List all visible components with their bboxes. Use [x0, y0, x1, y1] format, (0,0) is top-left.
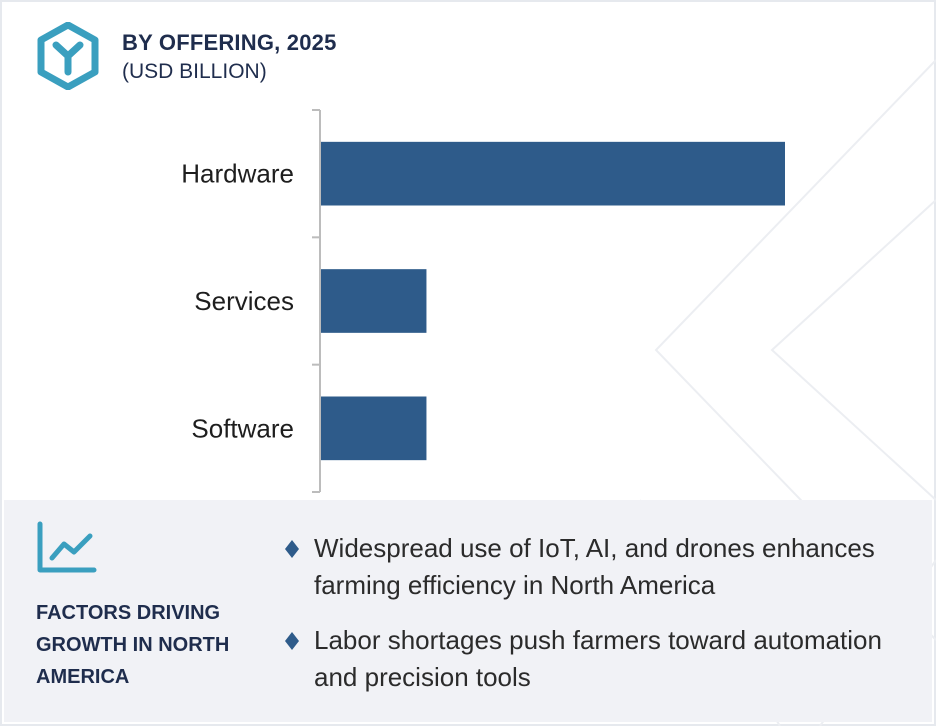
factor-text: Widespread use of IoT, AI, and drones en…	[314, 533, 875, 600]
hexagon-y-logo-icon	[37, 22, 99, 90]
category-label: Services	[194, 286, 294, 316]
bar-software	[321, 396, 427, 461]
bar-hardware	[321, 141, 785, 206]
category-label: Software	[191, 413, 294, 443]
factors-list: Widespread use of IoT, AI, and drones en…	[284, 530, 914, 714]
factor-text: Labor shortages push farmers toward auto…	[314, 625, 882, 692]
category-label: Hardware	[181, 159, 294, 189]
chart-title: BY OFFERING, 2025	[122, 30, 337, 55]
bar-services	[321, 269, 427, 333]
factor-item: Widespread use of IoT, AI, and drones en…	[284, 530, 914, 604]
factor-item: Labor shortages push farmers toward auto…	[284, 622, 914, 696]
diamond-bullet-icon	[285, 540, 299, 558]
line-chart-icon	[37, 521, 97, 573]
factors-title: FACTORS DRIVING GROWTH IN NORTH AMERICA	[36, 602, 230, 688]
bar-chart: Hardware Services Software	[181, 109, 785, 493]
diamond-bullet-icon	[285, 632, 299, 650]
factors-panel: FACTORS DRIVING GROWTH IN NORTH AMERICA …	[4, 500, 932, 722]
chart-subtitle: (USD BILLION)	[122, 60, 267, 83]
